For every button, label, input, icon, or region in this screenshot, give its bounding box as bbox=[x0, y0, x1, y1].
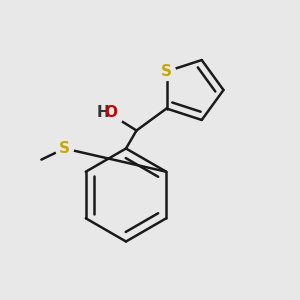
Text: H: H bbox=[96, 105, 109, 120]
Circle shape bbox=[102, 105, 123, 126]
Circle shape bbox=[56, 140, 74, 158]
Text: O: O bbox=[104, 105, 118, 120]
Text: S: S bbox=[59, 141, 70, 156]
Text: S: S bbox=[161, 64, 172, 79]
Circle shape bbox=[158, 62, 175, 80]
